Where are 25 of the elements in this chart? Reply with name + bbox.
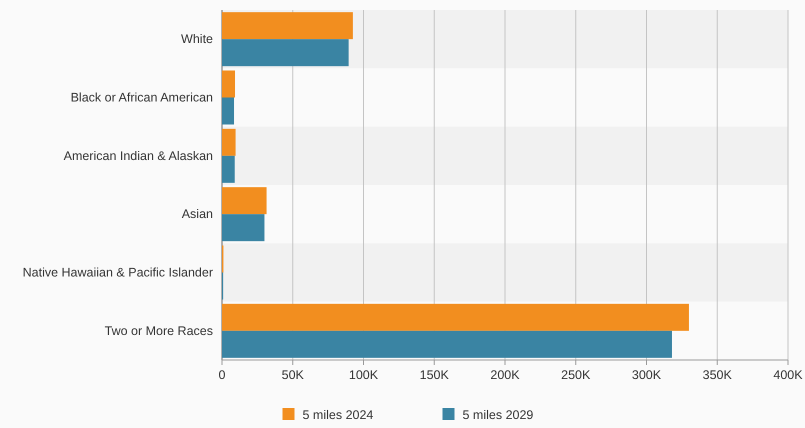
y-tick-label: Native Hawaiian & Pacific Islander: [22, 266, 213, 280]
x-tick-label: 150K: [420, 368, 450, 382]
x-tick-label: 100K: [348, 368, 379, 382]
y-tick-label: American Indian & Alaskan: [64, 148, 214, 163]
x-tick-label: 50K: [282, 368, 305, 382]
x-tick-label: 0: [218, 368, 226, 382]
y-tick-label: Asian: [182, 207, 214, 222]
bar: [222, 12, 353, 40]
bar: [222, 98, 234, 125]
bar: [222, 187, 267, 214]
x-tick-label: 400K: [773, 368, 804, 382]
x-tick-label: 300K: [632, 368, 662, 382]
bar: [222, 156, 235, 183]
x-tick-label: 250K: [561, 368, 592, 382]
bar: [222, 39, 349, 66]
bar: [222, 214, 264, 242]
y-tick-label: Two or More Races: [104, 324, 213, 338]
bar: [222, 70, 236, 98]
x-tick-label: 200K: [490, 368, 520, 382]
y-tick-label: White: [181, 32, 214, 46]
legend-label: 5 miles 2029: [462, 408, 534, 422]
bar: [222, 128, 236, 156]
y-tick-label: Black or African American: [70, 90, 214, 104]
legend-label: 5 miles 2024: [302, 408, 374, 422]
x-tick-label: 350K: [702, 368, 733, 382]
